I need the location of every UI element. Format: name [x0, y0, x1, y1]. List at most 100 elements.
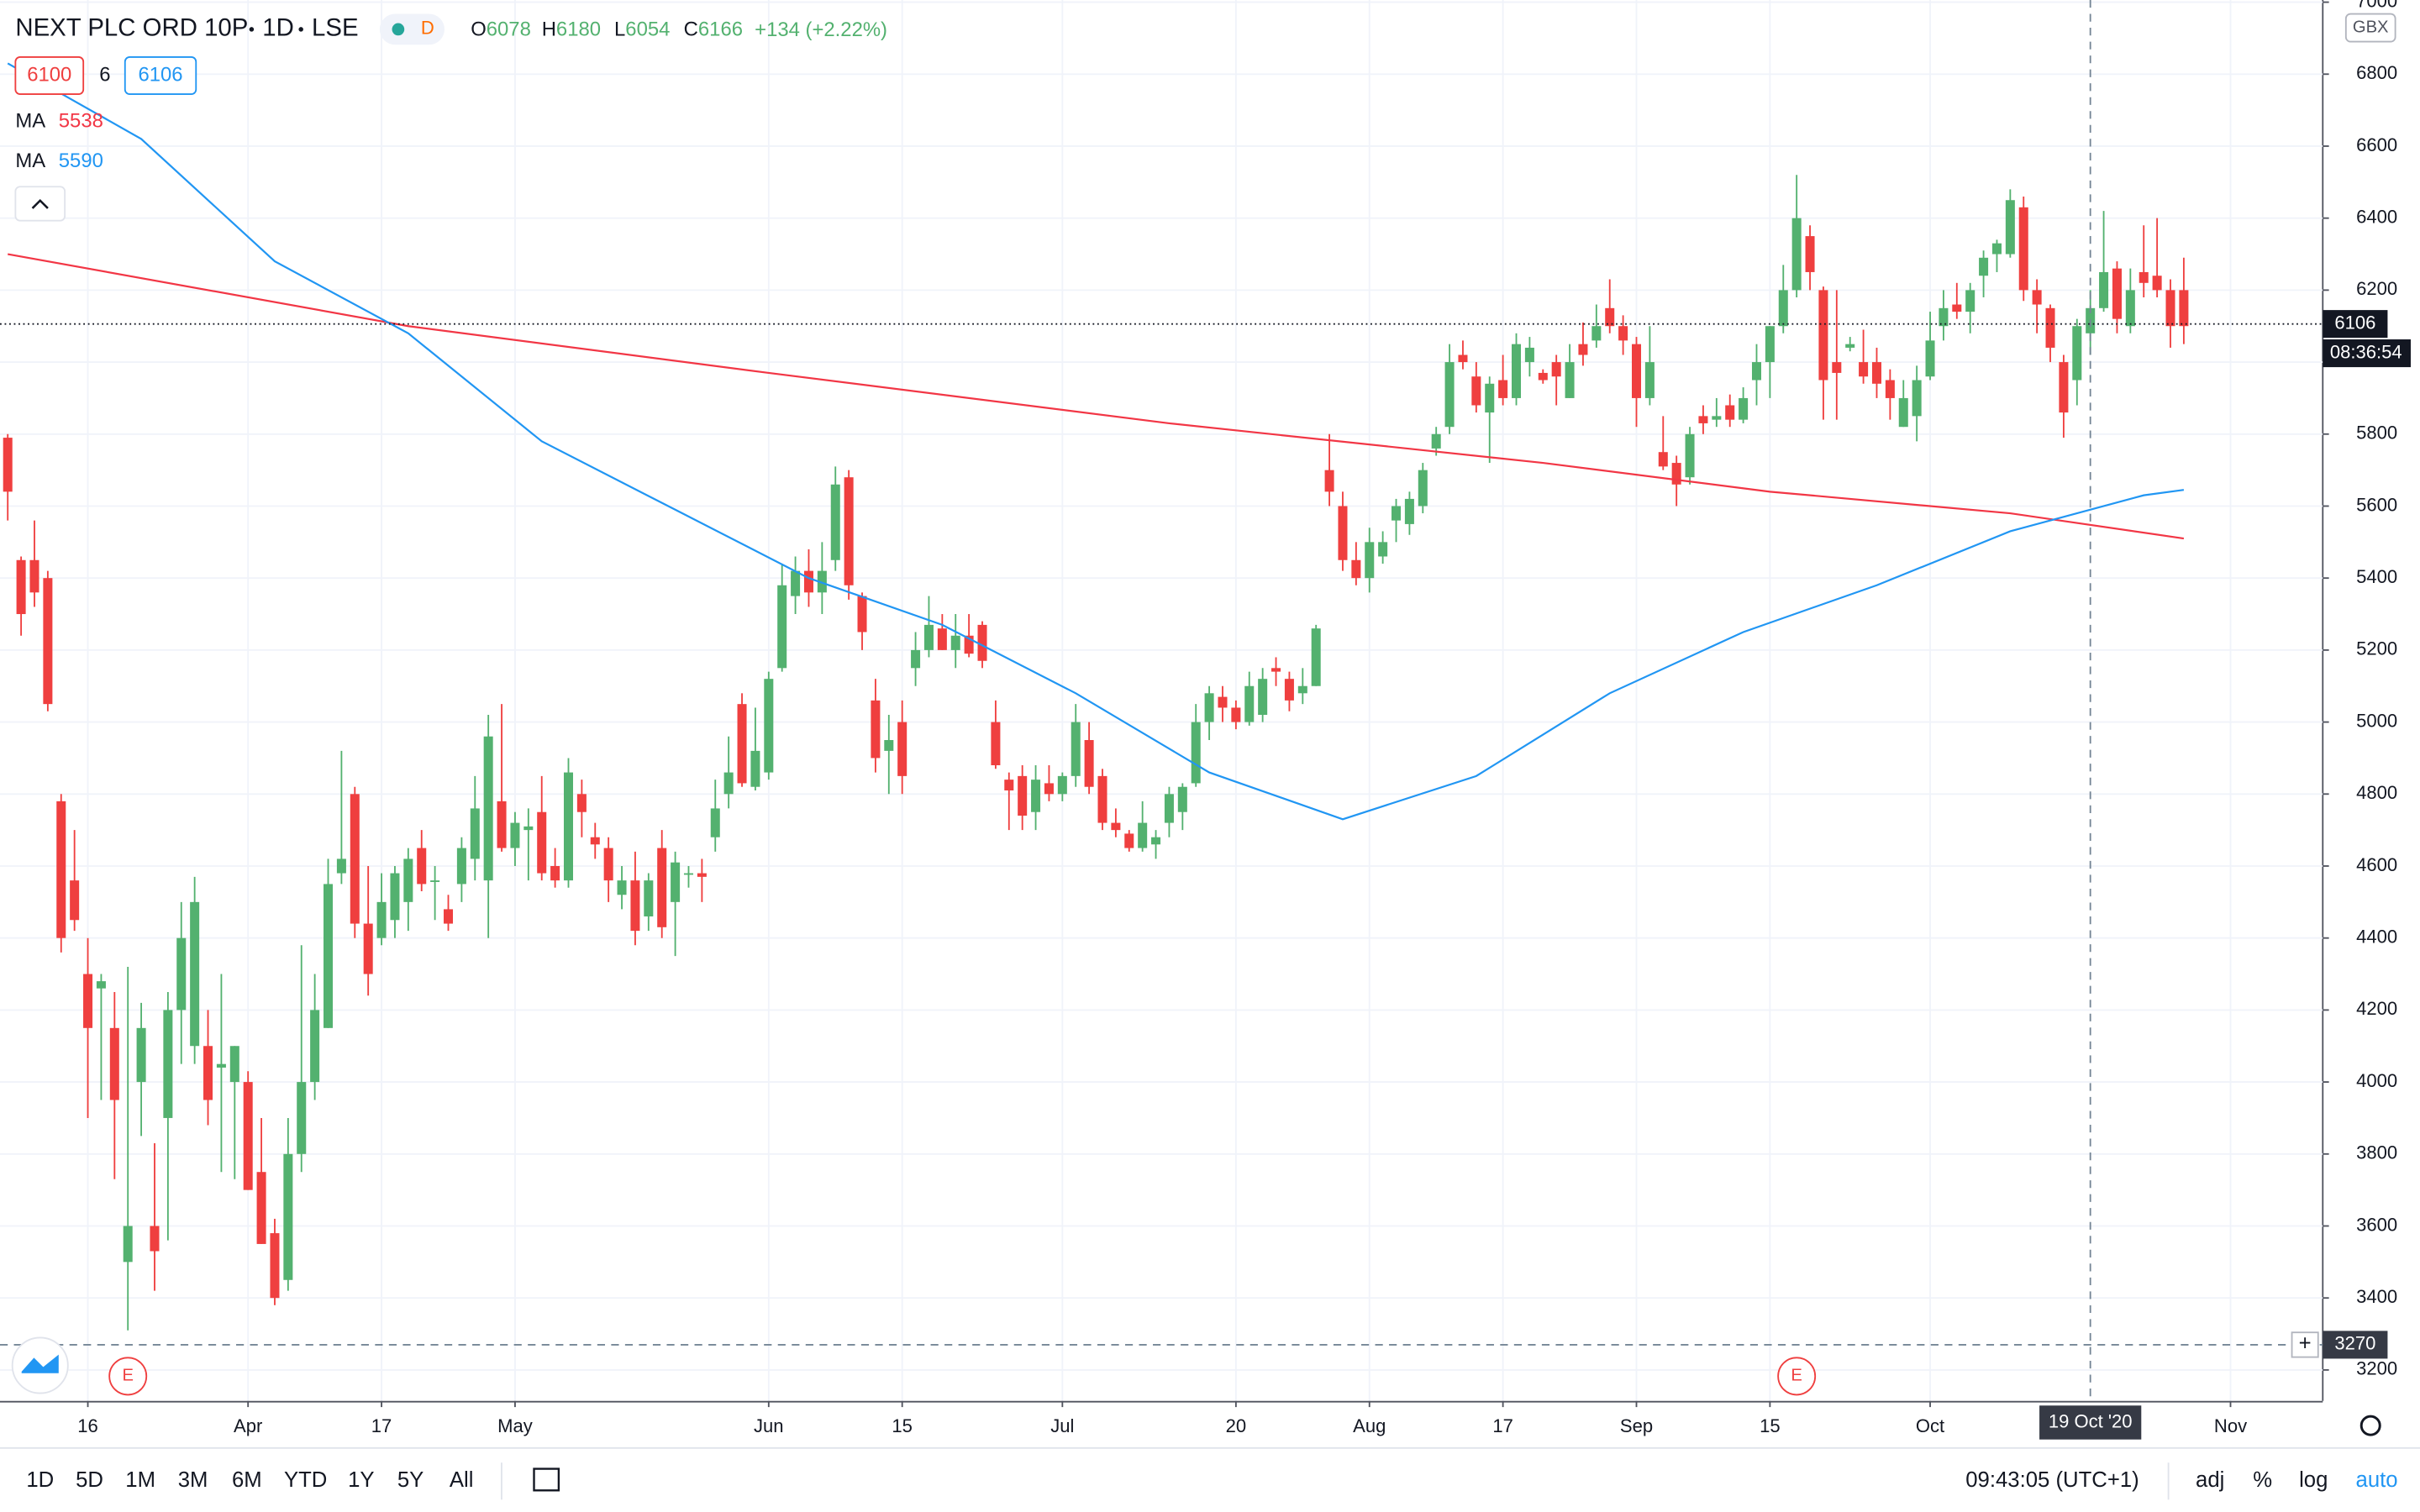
- range-button[interactable]: 1M: [125, 1468, 155, 1492]
- date-range-icon[interactable]: [533, 1467, 560, 1492]
- candle-body: [1765, 326, 1775, 363]
- range-button[interactable]: 5D: [76, 1468, 103, 1492]
- candle-body: [1244, 685, 1255, 722]
- candle-body: [1979, 257, 1989, 276]
- countdown-tag: [2323, 339, 2411, 368]
- x-tick-label: May: [497, 1415, 533, 1436]
- candle-body: [1631, 344, 1642, 398]
- candle-body: [1778, 290, 1788, 327]
- crosshair-plus[interactable]: [2291, 1331, 2319, 1358]
- candle-body: [1991, 243, 2002, 255]
- crosshair-price-label: 3270: [2334, 1333, 2375, 1354]
- candle-body: [297, 1082, 307, 1154]
- header-dot: [249, 27, 255, 32]
- candle-body: [937, 628, 947, 650]
- candle-body: [1151, 837, 1161, 845]
- x-tick-label: Nov: [2214, 1415, 2247, 1436]
- x-tick-label: 15: [892, 1415, 913, 1436]
- y-tick-label: 6200: [2356, 278, 2397, 299]
- candle-body: [363, 923, 373, 974]
- candle-body: [1392, 506, 1402, 521]
- candle-body: [2152, 276, 2162, 291]
- candle-body: [1832, 362, 1842, 373]
- candle-body: [964, 635, 974, 654]
- candle-body: [2059, 362, 2069, 413]
- bid-box[interactable]: [14, 56, 85, 95]
- x-tick-label: Sep: [1620, 1415, 1653, 1436]
- y-tick-label: 6400: [2356, 207, 2397, 228]
- ask-box[interactable]: [124, 56, 197, 95]
- candle-body: [803, 570, 813, 593]
- candle-body: [764, 679, 774, 773]
- candle-body: [710, 808, 720, 837]
- range-button[interactable]: 1Y: [348, 1468, 374, 1492]
- candle-body: [923, 624, 934, 650]
- axis-option[interactable]: log: [2299, 1468, 2328, 1492]
- candle-body: [1164, 794, 1174, 823]
- candle-body: [683, 873, 693, 875]
- bid-label: 6100: [27, 63, 71, 86]
- candle-body: [911, 649, 921, 669]
- candle-body: [1458, 354, 1468, 363]
- x-tick-label: Aug: [1353, 1415, 1386, 1436]
- candle-body: [470, 808, 480, 859]
- candle-body: [1324, 470, 1334, 492]
- candle-body: [1859, 362, 1869, 377]
- candle-body: [1885, 380, 1895, 398]
- y-tick-label: 6600: [2356, 134, 2397, 155]
- collapse-button[interactable]: [14, 186, 66, 222]
- candle-body: [603, 848, 613, 881]
- range-button[interactable]: 5Y: [397, 1468, 424, 1492]
- y-tick-label: 5600: [2356, 494, 2397, 515]
- y-tick-label: 3400: [2356, 1286, 2397, 1307]
- range-button[interactable]: YTD: [284, 1468, 327, 1492]
- candle-body: [1338, 506, 1348, 560]
- axis-option[interactable]: adj: [2196, 1468, 2224, 1492]
- candle-body: [523, 826, 534, 831]
- candle-body: [1004, 780, 1014, 791]
- candle-body: [150, 1226, 160, 1252]
- candle-body: [1471, 376, 1481, 406]
- clock: 09:43:05 (UTC+1): [1965, 1468, 2139, 1492]
- candle-body: [1404, 498, 1414, 524]
- x-tick-label: 20: [1226, 1415, 1247, 1436]
- candle-body: [1031, 780, 1041, 812]
- x-tick-label: 17: [371, 1415, 392, 1436]
- candle-body: [2139, 271, 2149, 283]
- candle-body: [1124, 833, 1134, 848]
- candle-body: [497, 801, 507, 848]
- candle-body: [324, 884, 334, 1028]
- range-button[interactable]: 6M: [232, 1468, 262, 1492]
- candle-body: [83, 974, 93, 1028]
- axis-option[interactable]: %: [2253, 1468, 2272, 1492]
- candle-body: [657, 848, 667, 927]
- axis-option[interactable]: auto: [2356, 1468, 2398, 1492]
- range-button[interactable]: 3M: [178, 1468, 208, 1492]
- candle-body: [857, 596, 867, 633]
- candle-body: [750, 750, 760, 787]
- candle-body: [1912, 380, 1922, 417]
- range-button[interactable]: All: [450, 1468, 474, 1492]
- crosshair-price-tag: [2323, 1331, 2388, 1359]
- range-button[interactable]: 1D: [26, 1468, 54, 1492]
- last-price-label: 6106: [2334, 312, 2375, 333]
- candle-body: [70, 880, 80, 921]
- candle-body: [1725, 405, 1735, 420]
- candle-body: [2005, 200, 2015, 255]
- candle-body: [483, 736, 493, 881]
- earnings-marker[interactable]: [108, 1357, 148, 1396]
- earnings-marker[interactable]: [1777, 1357, 1817, 1396]
- candle-body: [897, 722, 908, 776]
- y-tick-label: 5200: [2356, 638, 2397, 659]
- candle-body: [576, 794, 587, 812]
- settings-icon[interactable]: [2360, 1415, 2381, 1436]
- spread-label: 6: [99, 63, 110, 86]
- candle-body: [1605, 307, 1615, 327]
- candle-body: [1191, 722, 1201, 784]
- candle-body: [3, 438, 13, 492]
- countdown-label: 08:36:54: [2330, 341, 2402, 362]
- candle-body: [1018, 775, 1028, 816]
